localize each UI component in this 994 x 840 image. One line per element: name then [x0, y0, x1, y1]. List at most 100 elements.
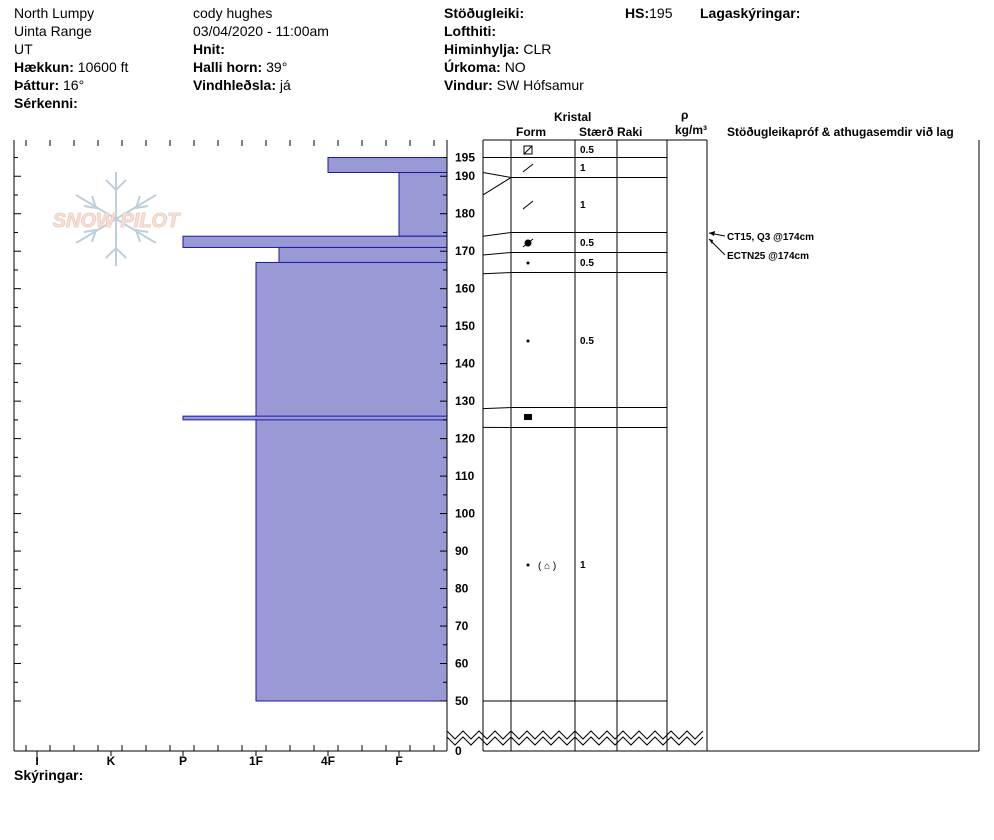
size-header: Stærð: [579, 125, 614, 139]
wind: Vindur: SW Hófsamur: [444, 76, 584, 94]
rho-header: ρ: [681, 108, 689, 122]
density-unit-header: kg/m³: [675, 123, 708, 137]
airtemp-label: Lofthiti:: [444, 23, 497, 39]
crystal-size-2: 1: [580, 200, 586, 211]
precip: Úrkoma: NO: [444, 58, 526, 76]
y-tick-label-100: 100: [455, 507, 475, 521]
sky-value: CLR: [523, 41, 552, 57]
elevation-value: 10600 ft: [77, 59, 129, 75]
moisture-header: Raki: [617, 125, 643, 139]
y-tick-label-170: 170: [455, 244, 475, 258]
layer-connector-3: [482, 232, 512, 237]
y-tick-label-180: 180: [455, 207, 475, 221]
hardness-bar-0: [327, 157, 448, 173]
crystal-form-symbol-7: [526, 563, 530, 567]
x-tick-label-F: F: [395, 754, 402, 768]
hardness-bar-4: [255, 261, 448, 702]
aspect: Þáttur: 16°: [14, 76, 84, 94]
windload-label: Vindhleðsla:: [193, 77, 276, 93]
hs-label: HS:: [625, 5, 650, 21]
y-tick-label-140: 140: [455, 357, 475, 371]
observer: cody hughes: [193, 5, 273, 21]
y-tick-label-110: 110: [455, 469, 475, 483]
features-label: Sérkenni:: [14, 95, 78, 111]
layer-connector-4: [482, 252, 512, 256]
test-arrowhead-1: [709, 239, 713, 244]
crystal-size-5: 0.5: [580, 336, 594, 347]
slope-label: Halli horn:: [193, 59, 263, 75]
tests-header: Stöðugleikapróf & athugasemdir við lag: [727, 125, 954, 139]
crystal-header: Kristal: [554, 110, 592, 124]
crystal-size-3: 0.5: [580, 238, 594, 249]
y-tick-label-150: 150: [455, 319, 475, 333]
state: UT: [14, 41, 33, 57]
crystal-form-symbol-2: [522, 200, 534, 210]
windload: Vindhleðsla: já: [193, 76, 291, 94]
x-tick-label-I: I: [35, 754, 38, 768]
crystal-form-symbol-4: [526, 261, 530, 265]
y-tick-label-195: 195: [455, 151, 475, 165]
crystal-form-symbol-1: [522, 163, 534, 173]
axis-break-zigzag-b: [446, 736, 704, 746]
slope-value: 39°: [266, 59, 288, 75]
y-tick-label-60: 60: [455, 657, 469, 671]
crystal-form-symbol-6: [524, 414, 532, 420]
elevation: Hækkun: 10600 ft: [14, 58, 128, 76]
y-tick-label-70: 70: [455, 619, 469, 633]
notes-label: Skýringar:: [14, 767, 84, 783]
layer-connector-2: [482, 177, 512, 196]
slope: Halli horn: 39°: [193, 58, 287, 76]
hardness-bar-3: [278, 246, 448, 263]
y-tick-label-190: 190: [455, 169, 475, 183]
y-tick-label-160: 160: [455, 282, 475, 296]
y-tick-label-90: 90: [455, 544, 469, 558]
crystal-form-symbol-0-slash: [523, 145, 533, 155]
hardness-bar-5: [182, 415, 448, 421]
datetime: 03/04/2020 - 11:00am: [193, 23, 329, 39]
stability-test-1: ECTN25 @174cm: [727, 251, 809, 262]
crystal-form-symbol-3-slash: [522, 238, 534, 248]
layer-notes-label: Lagaskýringar:: [700, 5, 801, 21]
test-arrowhead-0: [709, 231, 715, 236]
precip-value: NO: [504, 59, 526, 75]
aspect-label: Þáttur:: [14, 77, 60, 93]
layer-connector-5: [482, 272, 512, 275]
elevation-label: Hækkun:: [14, 59, 74, 75]
crystal-size-4: 0.5: [580, 258, 594, 269]
y-tick-label-130: 130: [455, 394, 475, 408]
sky-label: Himinhylja:: [444, 41, 520, 57]
hs: HS:195: [625, 4, 672, 22]
x-tick-label-K: K: [107, 754, 116, 768]
layer-connector-1: [482, 172, 512, 178]
hardness-bar-2: [182, 235, 448, 248]
coords-label: Hnit:: [193, 41, 225, 57]
stability-test-0: CT15, Q3 @174cm: [727, 232, 814, 243]
x-tick-label-P: P: [179, 754, 187, 768]
hardness-bar-1: [398, 171, 448, 237]
x-tick-label-4F: 4F: [321, 754, 335, 768]
sky: Himinhylja: CLR: [444, 40, 551, 58]
axis-break-zigzag-a: [446, 730, 704, 740]
aspect-value: 16°: [63, 77, 85, 93]
windload-value: já: [279, 77, 291, 93]
hs-value: 195: [649, 5, 673, 21]
crystal-size-0: 0.5: [580, 145, 594, 156]
crystal-form-symbol-7-paren: ( ⌂ ): [538, 561, 556, 572]
crystal-size-7: 1: [580, 560, 586, 571]
range: Uinta Range: [14, 23, 92, 39]
crystal-form-symbol-0: [523, 145, 533, 155]
y-tick-label-50: 50: [455, 694, 469, 708]
y-tick-label-0: 0: [455, 744, 462, 758]
location: North Lumpy: [14, 5, 95, 21]
wind-label: Vindur:: [444, 77, 493, 93]
wind-value: SW Hófsamur: [496, 77, 584, 93]
stability-label: Stöðugleiki:: [444, 5, 525, 21]
y-tick-label-80: 80: [455, 582, 469, 596]
layer-connector-6: [482, 407, 512, 410]
snowpilot-logo: SNOW PILOT: [52, 172, 182, 266]
snowpilot-logo-text: SNOW PILOT: [53, 210, 181, 232]
crystal-form-symbol-5: [526, 339, 530, 343]
precip-label: Úrkoma:: [444, 59, 501, 75]
x-tick-label-1F: 1F: [249, 754, 263, 768]
